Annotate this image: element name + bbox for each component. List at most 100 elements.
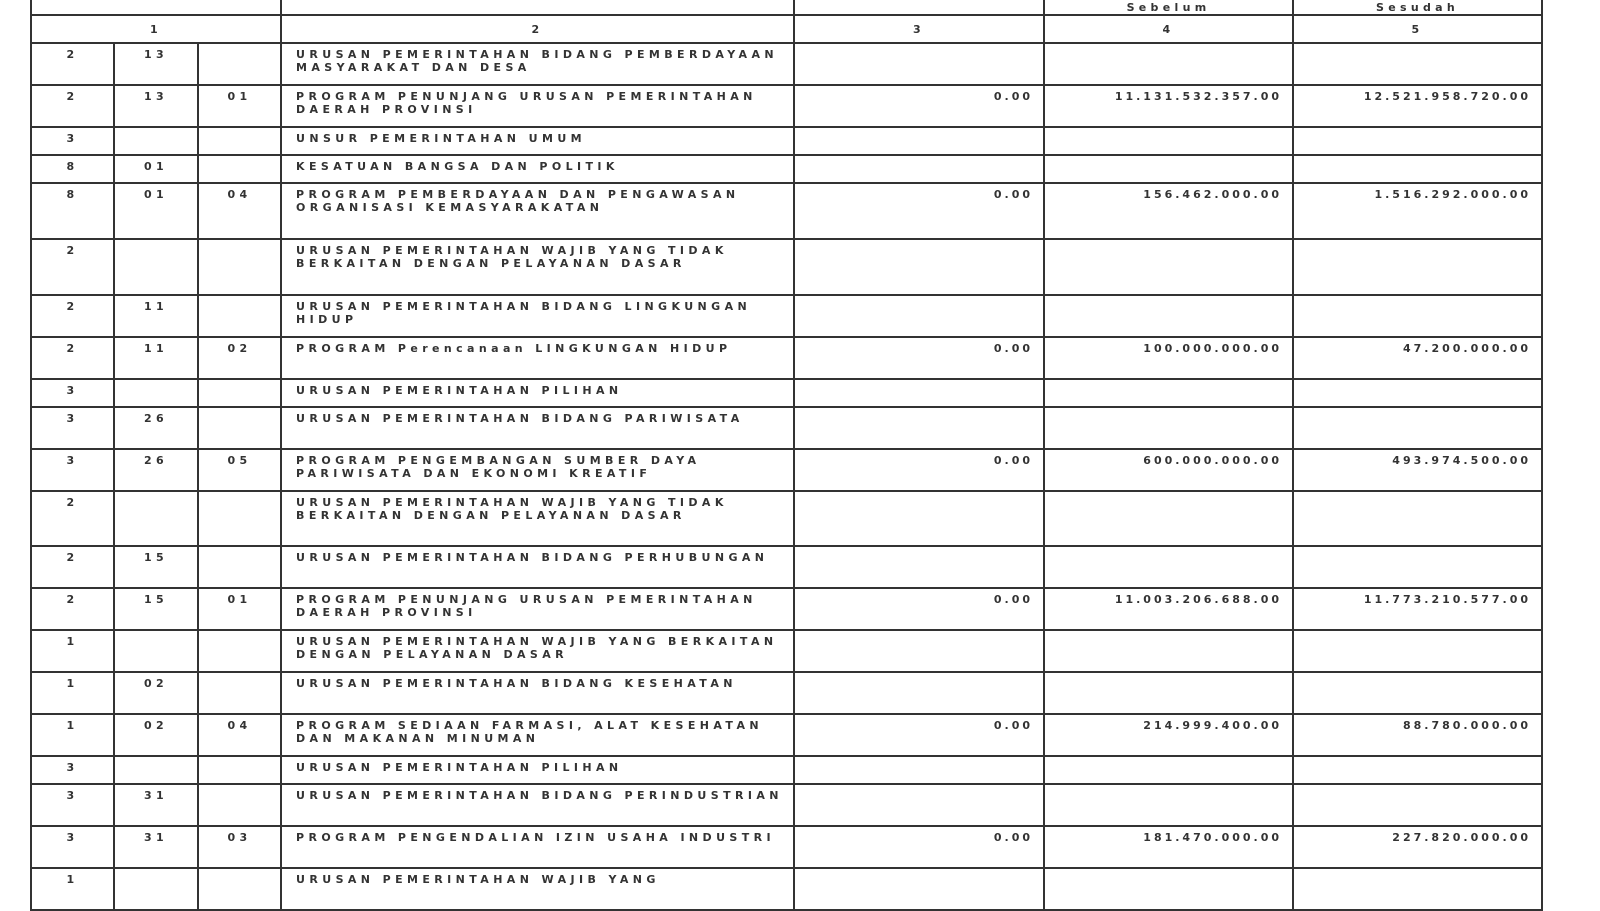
table-row: 1 02 04 PROGRAM SEDIAAN FARMASI, ALAT KESEH… [30, 713, 1544, 757]
description: URUSAN PEMERINTAHAN BIDANG PERHUBUNGAN [280, 545, 796, 589]
value-sebelum: 181.470.000.00 [1043, 825, 1295, 869]
program-code [196, 490, 283, 547]
description: URUSAN PEMERINTAHAN WAJIB YANG TIDAK BER… [280, 238, 796, 296]
table-row: 1 02 URUSAN PEMERINTAHAN BIDANG KESEHATAN [30, 671, 1544, 715]
program-code: 04 [196, 713, 283, 757]
table-row: 3 31 03 PROGRAM PENGENDALIAN IZIN USAHA IND… [30, 825, 1544, 869]
value-sebelum [1043, 154, 1295, 184]
value-sebelum [1043, 378, 1295, 408]
table-row: 8 01 04 PROGRAM PEMBERDAYAAN DAN PENGAWASAN… [30, 182, 1544, 240]
value-sesudah [1292, 42, 1544, 86]
bidang-code [113, 490, 199, 547]
urusan-code: 2 [30, 42, 115, 86]
value-col3 [793, 490, 1046, 547]
program-code [196, 294, 283, 338]
bidang-code: 15 [113, 587, 199, 631]
column-number: 5 [1292, 14, 1544, 44]
table-row: 2 15 01 PROGRAM PENUNJANG URUSAN PEMERINTAH… [30, 587, 1544, 631]
table-row: 2 15 URUSAN PEMERINTAHAN BIDANG PERHUBUNGA… [30, 545, 1544, 589]
urusan-code: 1 [30, 629, 115, 673]
urusan-code: 2 [30, 587, 115, 631]
urusan-code: 2 [30, 490, 115, 547]
value-col3 [793, 867, 1046, 911]
table-row: 2 URUSAN PEMERINTAHAN WAJIB YANG TIDAK BE… [30, 238, 1544, 296]
bidang-code [113, 238, 199, 296]
program-code: 02 [196, 336, 283, 380]
value-sesudah [1292, 154, 1544, 184]
program-code: 01 [196, 587, 283, 631]
value-sebelum [1043, 545, 1295, 589]
table-row: 3 URUSAN PEMERINTAHAN PILIHAN [30, 378, 1544, 408]
bidang-code: 01 [113, 182, 199, 240]
value-sesudah: 11.773.210.577.00 [1292, 587, 1544, 631]
program-code [196, 126, 283, 156]
description: URUSAN PEMERINTAHAN PILIHAN [280, 378, 796, 408]
value-col3 [793, 671, 1046, 715]
table-row: 8 01 KESATUAN BANGSA DAN POLITIK [30, 154, 1544, 184]
program-code [196, 783, 283, 827]
value-sesudah: 1.516.292.000.00 [1292, 182, 1544, 240]
table-row: 1 URUSAN PEMERINTAHAN WAJIB YANG BERKAITA… [30, 629, 1544, 673]
program-code [196, 867, 283, 911]
value-sesudah: 227.820.000.00 [1292, 825, 1544, 869]
column-number-row: 1 2 3 4 5 [29, 14, 1544, 44]
bidang-code: 31 [113, 783, 199, 827]
description: PROGRAM SEDIAAN FARMASI, ALAT KESEHATAN … [280, 713, 796, 757]
value-sebelum: 600.000.000.00 [1043, 448, 1295, 492]
table-row: 2 11 02 PROGRAM Perencanaan LINGKUNGAN HIDU… [30, 336, 1544, 380]
value-sesudah [1292, 490, 1544, 547]
value-sebelum [1043, 406, 1295, 450]
bidang-code: 26 [113, 448, 199, 492]
value-sesudah: 47.200.000.00 [1292, 336, 1544, 380]
program-code [196, 42, 283, 86]
value-col3: 0.00 [793, 448, 1046, 492]
value-col3 [793, 238, 1046, 296]
bidang-code: 02 [113, 671, 199, 715]
value-sesudah [1292, 867, 1544, 911]
column-number: 3 [793, 14, 1046, 44]
column-number: 4 [1043, 14, 1295, 44]
value-col3 [793, 378, 1046, 408]
program-code [196, 154, 283, 184]
urusan-code: 8 [30, 154, 115, 184]
value-sesudah [1292, 126, 1544, 156]
urusan-code: 3 [30, 406, 115, 450]
table-row: 2 13 URUSAN PEMERINTAHAN BIDANG PEMBERDAYA… [30, 42, 1544, 86]
program-code [196, 545, 283, 589]
description: PROGRAM Perencanaan LINGKUNGAN HIDUP [280, 336, 796, 380]
value-col3: 0.00 [793, 84, 1046, 128]
table-row: 2 URUSAN PEMERINTAHAN WAJIB YANG TIDAK BE… [30, 490, 1544, 547]
program-code: 01 [196, 84, 283, 128]
table-row: 3 URUSAN PEMERINTAHAN PILIHAN [30, 755, 1544, 785]
urusan-code: 3 [30, 448, 115, 492]
bidang-code: 15 [113, 545, 199, 589]
column-number: 1 [29, 14, 283, 44]
table-row: 3 UNSUR PEMERINTAHAN UMUM [30, 126, 1544, 156]
program-code: 05 [196, 448, 283, 492]
bidang-code: 13 [113, 84, 199, 128]
description: PROGRAM PEMBERDAYAAN DAN PENGAWASAN ORGA… [280, 182, 796, 240]
description: PROGRAM PENUNJANG URUSAN PEMERINTAHAN DA… [280, 84, 796, 128]
urusan-code: 2 [30, 294, 115, 338]
description: PROGRAM PENGENDALIAN IZIN USAHA INDUSTRI [280, 825, 796, 869]
value-sebelum [1043, 867, 1295, 911]
description: PROGRAM PENUNJANG URUSAN PEMERINTAHAN DA… [280, 587, 796, 631]
value-sebelum: 11.131.532.357.00 [1043, 84, 1295, 128]
value-sesudah [1292, 545, 1544, 589]
description: URUSAN PEMERINTAHAN WAJIB YANG TIDAK BER… [280, 490, 796, 547]
description: URUSAN PEMERINTAHAN BIDANG PARIWISATA [280, 406, 796, 450]
value-sebelum [1043, 629, 1295, 673]
table-row: 3 26 URUSAN PEMERINTAHAN BIDANG PARIWISATA [30, 406, 1544, 450]
value-sebelum [1043, 126, 1295, 156]
value-col3 [793, 154, 1046, 184]
value-col3 [793, 783, 1046, 827]
description: URUSAN PEMERINTAHAN BIDANG PERINDUSTRIAN [280, 783, 796, 827]
value-sesudah: 493.974.500.00 [1292, 448, 1544, 492]
value-sesudah [1292, 671, 1544, 715]
value-sesudah: 88.780.000.00 [1292, 713, 1544, 757]
urusan-code: 2 [30, 336, 115, 380]
urusan-code: 2 [30, 545, 115, 589]
value-sesudah [1292, 755, 1544, 785]
urusan-code: 3 [30, 126, 115, 156]
urusan-code: 1 [30, 671, 115, 715]
